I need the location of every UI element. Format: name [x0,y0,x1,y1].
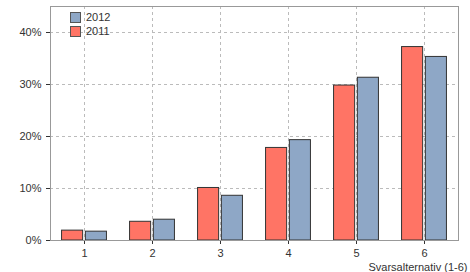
svg-text:40%: 40% [19,26,41,38]
svg-text:20%: 20% [19,130,41,142]
svg-text:5: 5 [353,247,359,259]
svg-text:2: 2 [149,247,155,259]
svg-text:1: 1 [81,247,87,259]
svg-text:3: 3 [217,247,223,259]
svg-text:30%: 30% [19,78,41,90]
svg-text:4: 4 [285,247,291,259]
html-text:2012: 2012 [86,11,111,23]
svg-text:10%: 10% [19,182,41,194]
html-text:2011: 2011 [86,25,110,37]
svg-text:6: 6 [421,247,427,259]
svg-text:Svarsalternativ (1-6): Svarsalternativ (1-6) [368,261,467,272]
svg-text:0%: 0% [26,234,42,246]
